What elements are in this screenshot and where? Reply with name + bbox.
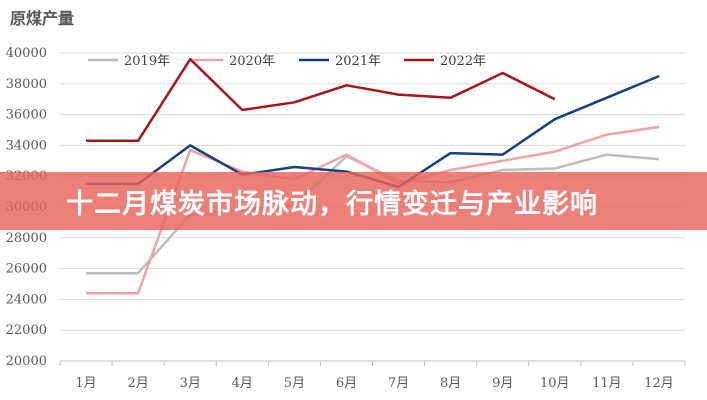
x-tick-label: 4月 [232,376,253,391]
chart-title: 原煤产量 [10,9,74,28]
x-tick-label: 7月 [388,376,409,391]
headline-text: 十二月煤炭市场脉动，行情变迁与产业影响 [66,188,598,220]
y-tick-label: 28000 [6,231,47,246]
headline-banner: 十二月煤炭市场脉动，行情变迁与产业影响 [0,172,707,230]
legend-label: 2022年 [440,54,486,69]
y-tick-label: 22000 [6,323,47,338]
legend-label: 2021年 [335,54,381,69]
legend-label: 2020年 [229,54,275,69]
legend-label: 2019年 [124,54,170,69]
x-tick-label: 1月 [75,376,96,391]
y-tick-label: 38000 [6,77,47,92]
x-tick-label: 12月 [644,376,674,391]
y-tick-label: 40000 [6,46,47,61]
y-tick-label: 24000 [6,292,47,307]
x-tick-label: 10月 [540,376,570,391]
x-tick-label: 11月 [592,376,622,391]
x-tick-label: 6月 [336,376,357,391]
x-tick-labels: 1月 2月 3月 4月 5月 6月 7月 8月 9月 10月 11月 12月 [75,376,673,391]
axes [59,360,686,366]
x-tick-label: 9月 [492,376,513,391]
y-tick-label: 36000 [6,108,47,123]
x-tick-label: 3月 [180,376,201,391]
y-tick-labels: 2000022000240002600028000300003200034000… [6,46,47,369]
x-tick-label: 5月 [284,376,305,391]
x-tick-label: 2月 [127,376,148,391]
y-tick-label: 20000 [6,354,47,369]
x-tick-label: 8月 [440,376,461,391]
y-tick-label: 34000 [6,138,47,153]
series-line-2022年 [86,57,556,143]
y-tick-label: 26000 [6,262,47,277]
legend: 2019年 2020年 2021年 2022年 [88,54,486,69]
